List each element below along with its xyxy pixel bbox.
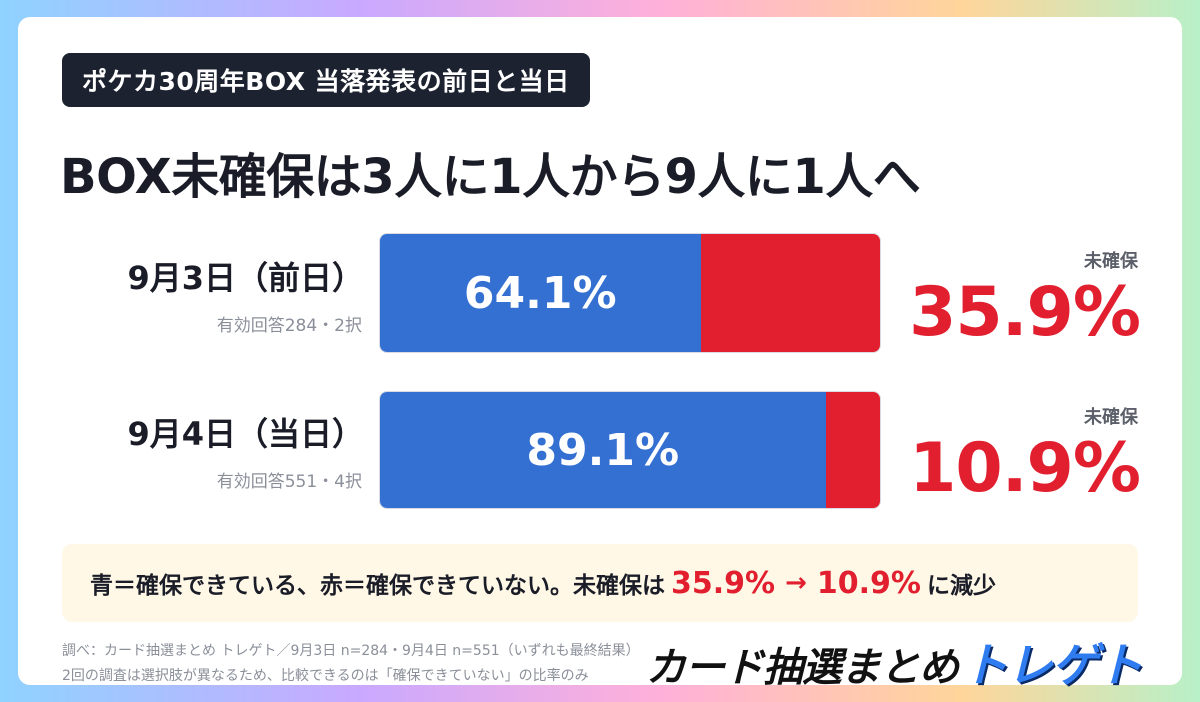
method-note: 2回の調査は選択肢が異なるため、比較できるのは「確保できていない」の比率のみ [62, 668, 589, 684]
headline: BOX未確保は3人に1人から9人に1人へ [60, 149, 921, 205]
stacked-bar: 64.1% [379, 233, 881, 353]
logo-text-b: トレゲト [962, 638, 1143, 692]
topic-tag: ポケカ30周年BOX 当落発表の前日と当日 [62, 53, 590, 107]
bar-secured: 89.1% [380, 392, 826, 508]
bar-unsecured [825, 392, 880, 508]
summary-box: 青＝確保できている、赤＝確保できていない。未確保は 35.9% → 10.9% … [62, 544, 1138, 622]
bar-unsecured [700, 234, 880, 352]
unsecured-label: 未確保 [1084, 407, 1138, 428]
bar-secured: 64.1% [380, 234, 701, 352]
summary-from: 35.9% [671, 565, 776, 601]
category-label: 9月4日（当日） [127, 415, 364, 453]
brand-logo: カード抽選まとめ トレゲト [646, 629, 1143, 695]
unsecured-value: 35.9% [909, 273, 1141, 352]
summary-text: 青＝確保できている、赤＝確保できていない。未確保は [90, 573, 665, 599]
summary-to: 10.9% [816, 565, 921, 601]
summary-suffix: に減少 [926, 573, 996, 599]
category-subtitle: 有効回答551・4択 [216, 472, 362, 492]
category-label: 9月3日（前日） [127, 259, 364, 297]
unsecured-value: 10.9% [909, 429, 1141, 508]
logo-text-a: カード抽選まとめ [646, 645, 959, 691]
arrow-icon: → [785, 568, 807, 598]
chart-row: 9月4日（当日） 有効回答551・4択 89.1% 未確保 10.9% [18, 389, 1182, 509]
source-note: 調べ：カード抽選まとめ トレゲト／9月3日 n=284・9月4日 n=551（い… [62, 643, 640, 659]
unsecured-label: 未確保 [1084, 251, 1138, 272]
infographic-card: ポケカ30周年BOX 当落発表の前日と当日 BOX未確保は3人に1人から9人に1… [18, 17, 1182, 692]
chart-row: 9月3日（前日） 有効回答284・2択 64.1% 未確保 35.9% [18, 233, 1182, 353]
category-subtitle: 有効回答284・2択 [216, 316, 362, 336]
stacked-bar: 89.1% [379, 391, 881, 509]
